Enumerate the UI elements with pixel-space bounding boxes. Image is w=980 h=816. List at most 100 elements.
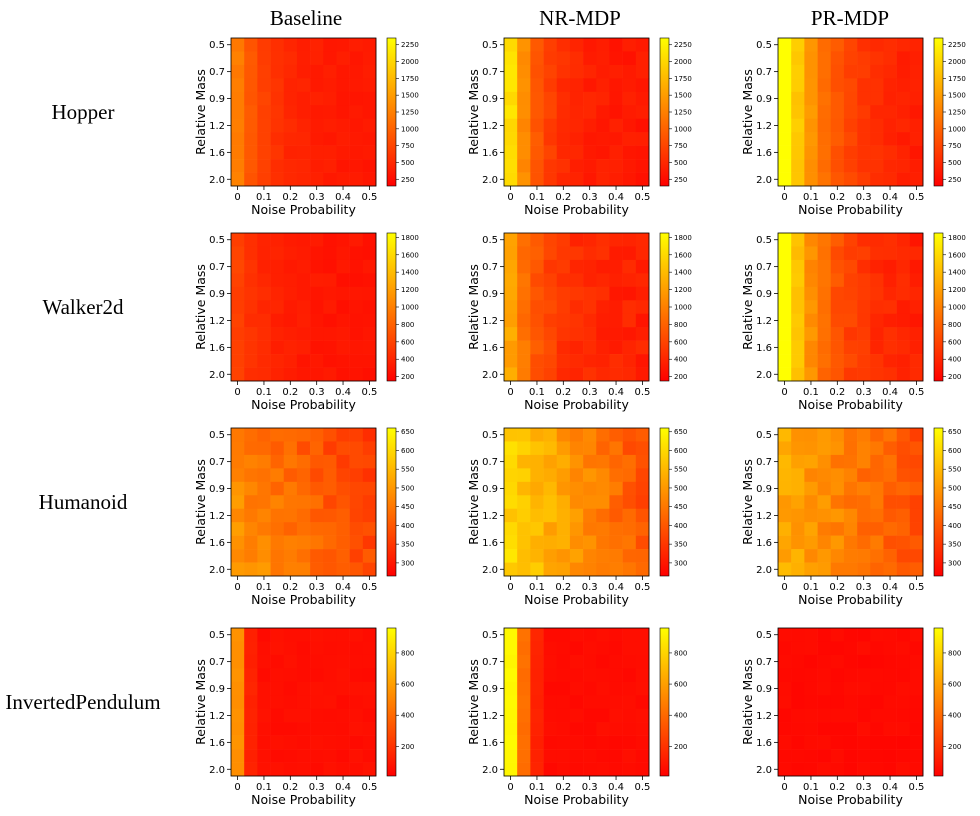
heatmap-cell xyxy=(257,495,271,510)
heatmap-cell xyxy=(296,300,311,315)
y-tick-label: 0.7 xyxy=(209,67,225,78)
heatmap-cell xyxy=(622,695,637,710)
heatmap-cell xyxy=(323,159,337,173)
heatmap-cell xyxy=(517,327,531,341)
x-tick-label: 0.3 xyxy=(856,782,872,793)
heatmap-cell xyxy=(896,681,911,696)
y-tick-label: 0.5 xyxy=(209,235,225,246)
heatmap-cell xyxy=(349,145,364,160)
colorbar-tick-label: 350 xyxy=(948,541,961,549)
heatmap-cell xyxy=(556,668,571,683)
heatmap-cell xyxy=(362,441,377,456)
heatmap-cell xyxy=(517,246,531,261)
heatmap-cell xyxy=(896,132,911,146)
heatmap-cell xyxy=(896,259,911,274)
heatmap-cell xyxy=(830,159,845,173)
heatmap-cell xyxy=(543,145,558,160)
heatmap-cell xyxy=(336,628,350,642)
heatmap-cell xyxy=(543,508,558,523)
heatmap-cell xyxy=(569,340,584,355)
colorbar-tick-label: 2000 xyxy=(948,58,966,66)
heatmap-cell xyxy=(530,38,544,52)
heatmap-cell xyxy=(791,654,805,669)
heatmap-cell xyxy=(870,286,884,301)
heatmap-cell xyxy=(609,327,623,341)
heatmap-cell xyxy=(323,145,337,160)
heatmap-cell xyxy=(596,562,610,577)
heatmap-cell xyxy=(543,91,558,106)
heatmap-cell xyxy=(883,641,897,656)
heatmap-cell xyxy=(583,64,597,79)
heatmap-cell xyxy=(609,468,623,483)
heatmap-cell xyxy=(296,508,311,523)
heatmap-cell xyxy=(635,454,650,469)
x-tick-label: 0.1 xyxy=(256,782,272,793)
heatmap-cell xyxy=(622,91,637,106)
heatmap-cell xyxy=(336,562,350,577)
heatmap-cell xyxy=(296,273,311,288)
heatmap-cell xyxy=(231,172,245,187)
x-tick-label: 0.4 xyxy=(882,192,898,203)
heatmap-cell xyxy=(543,340,558,355)
colorbar-tick-label: 1250 xyxy=(948,109,966,117)
heatmap-cell xyxy=(583,327,597,341)
heatmap-cell xyxy=(791,641,805,656)
heatmap-cell xyxy=(543,549,558,563)
heatmap-cell xyxy=(635,549,650,563)
heatmap-cell xyxy=(517,105,531,120)
heatmap-cell xyxy=(310,549,324,563)
y-tick-label: 1.6 xyxy=(209,148,225,159)
heatmap-cell xyxy=(336,354,350,368)
colorbar-tick-label: 350 xyxy=(401,541,414,549)
y-tick-label: 1.6 xyxy=(482,148,498,159)
heatmap-cell xyxy=(283,722,298,736)
heatmap-cell xyxy=(609,749,623,763)
heatmap-cell xyxy=(362,78,377,93)
y-tick-label: 0.9 xyxy=(482,94,498,105)
x-tick-label: 0.4 xyxy=(882,582,898,593)
heatmap-cell xyxy=(622,522,637,536)
heatmap-cell xyxy=(231,91,245,106)
heatmap-cell xyxy=(296,145,311,160)
heatmap-cell xyxy=(231,454,245,469)
heatmap-cell xyxy=(244,300,258,315)
heatmap-cell xyxy=(231,78,245,93)
heatmap-cell xyxy=(336,681,350,696)
x-tick-label: 0.5 xyxy=(634,782,650,793)
heatmap-cell xyxy=(596,286,610,301)
heatmap-cell xyxy=(635,145,650,160)
heatmap-cell xyxy=(909,64,924,79)
heatmap-cell xyxy=(857,722,871,736)
heatmap-cell xyxy=(323,132,337,146)
colorbar-tick-label: 800 xyxy=(401,649,414,657)
heatmap-cell xyxy=(857,562,871,577)
heatmap-cell xyxy=(778,468,792,483)
heatmap-cell xyxy=(622,628,637,642)
heatmap-cell xyxy=(569,132,584,146)
heatmap-cell xyxy=(283,654,298,669)
heatmap-cell xyxy=(817,481,832,496)
heatmap-frame-walker2d-pr-mdp xyxy=(777,232,924,382)
y-tick-label: 2.0 xyxy=(209,565,225,576)
heatmap-cell xyxy=(362,722,377,736)
heatmap-cell xyxy=(556,172,571,187)
colorbar-tick-label: 500 xyxy=(674,484,687,492)
heatmap-cell xyxy=(609,300,623,315)
heatmap-cell xyxy=(857,233,871,247)
heatmap-cell xyxy=(310,91,324,106)
heatmap-cell xyxy=(517,735,531,750)
heatmap-cell xyxy=(596,508,610,523)
heatmap-cell xyxy=(583,38,597,52)
heatmap-cell xyxy=(635,508,650,523)
heatmap-cell xyxy=(257,708,271,723)
heatmap-cell xyxy=(596,522,610,536)
heatmap-cell xyxy=(310,105,324,120)
heatmap-cell xyxy=(622,641,637,656)
heatmap-cell xyxy=(909,327,924,341)
heatmap-cell xyxy=(349,64,364,79)
heatmap-cell xyxy=(231,273,245,288)
heatmap-cell xyxy=(883,246,897,261)
heatmap-cell xyxy=(622,428,637,442)
heatmap-cell xyxy=(349,51,364,66)
heatmap-cell xyxy=(817,105,832,120)
